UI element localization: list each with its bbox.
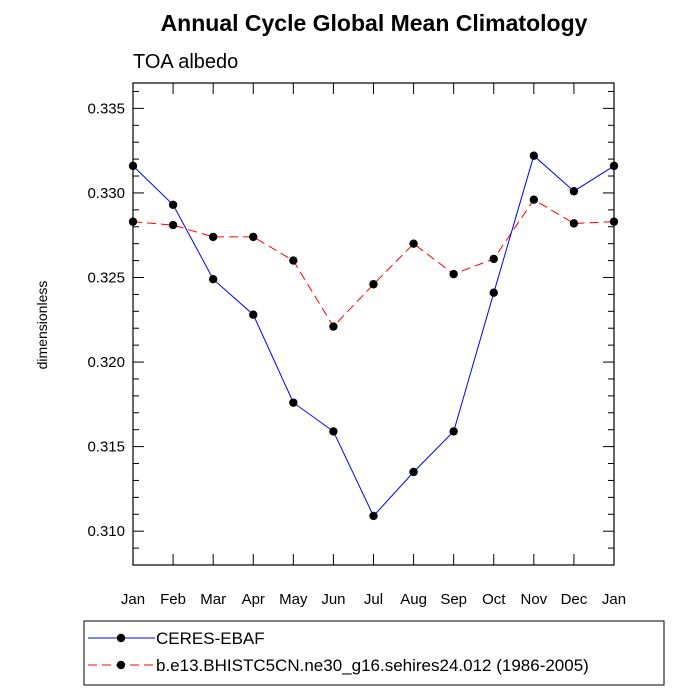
x-tick-label: Nov [520,591,547,608]
y-tick-label: 0.325 [87,269,125,286]
series-layer [128,151,619,521]
x-tick-label: Jan [121,591,145,608]
x-tick-label: Mar [200,591,226,608]
data-point [569,187,579,196]
data-point [529,195,539,204]
data-point [128,217,138,226]
x-tick-label: Apr [242,591,265,608]
data-point [329,427,338,436]
data-point [289,398,298,407]
data-point [168,200,178,209]
x-tick-label: Aug [400,591,427,608]
y-axis-label: dimensionless [34,281,50,370]
data-point [409,467,418,477]
y-tick-label: 0.330 [87,185,125,202]
data-point [369,280,378,289]
legend-label-0: CERES-EBAF [156,629,265,648]
data-point [569,219,579,228]
data-point [208,274,218,284]
data-point [609,161,619,171]
chart-title: Annual Cycle Global Mean Climatology [161,10,588,36]
axis-ticks: 0.310 0.315 0.320 0.325 0.330 0.335 Jan Feb Mar A… [87,83,626,608]
y-tick-label: 0.320 [87,354,125,371]
plot-frame [132,82,615,566]
data-point [529,151,539,160]
data-point [128,161,138,171]
series-line-0 [132,154,615,517]
series-line-1 [132,199,615,328]
legend-box [83,620,665,686]
chart-subtitle: TOA albedo [133,51,238,73]
data-point [609,217,619,226]
y-tick-label: 0.315 [87,439,125,456]
data-point [289,256,298,265]
data-point [329,322,338,331]
data-point [489,254,498,264]
data-point [489,288,498,297]
data-point [208,232,218,242]
data-point [168,220,178,230]
x-tick-label: Jan [602,591,626,608]
data-point [249,310,258,319]
legend-marker [116,633,126,643]
legend: CERES-EBAF b.e13.BHISTC5CN.ne30_g16.sehir… [83,620,665,686]
data-point [449,269,458,279]
legend-marker [116,660,126,670]
legend-label-1: b.e13.BHISTC5CN.ne30_g16.sehires24.012 (… [156,656,589,675]
y-tick-label: 0.310 [87,523,125,540]
x-tick-label: Dec [561,591,588,608]
x-tick-label: Oct [482,591,506,608]
y-tick-label: 0.335 [87,100,125,117]
x-tick-label: Jun [321,591,345,608]
data-point [369,511,378,521]
x-tick-label: May [279,591,308,608]
data-point [249,232,258,242]
data-point [449,427,458,436]
x-tick-label: Sep [440,591,467,608]
x-tick-label: Feb [160,591,186,608]
data-point [409,239,418,248]
x-tick-label: Jul [364,591,383,608]
